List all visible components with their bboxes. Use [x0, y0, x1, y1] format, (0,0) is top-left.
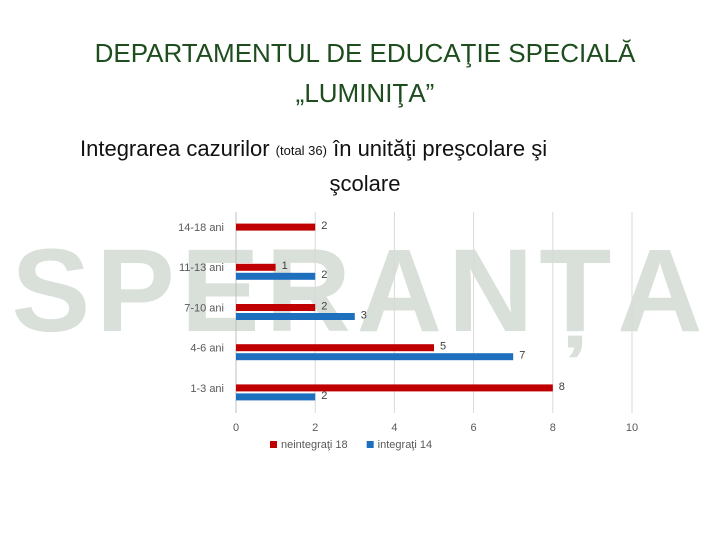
bar: [236, 393, 316, 401]
legend-label: integraţi 14: [378, 439, 432, 451]
x-tick-label: 10: [626, 422, 638, 434]
value-label: 1: [282, 260, 288, 272]
value-label: 5: [440, 341, 446, 353]
value-label: 2: [321, 390, 327, 402]
bar: [236, 353, 514, 361]
bar: [236, 272, 316, 280]
x-tick-label: 4: [391, 422, 397, 434]
y-tick-label: 14-18 ani: [178, 222, 224, 234]
x-tick-label: 6: [471, 422, 477, 434]
title-line: „LUMINIŢA”: [296, 78, 435, 108]
title-line: DEPARTAMENTUL DE EDUCAŢIE SPECIALĂ: [95, 38, 636, 68]
y-tick-label: 7-10 ani: [184, 302, 224, 314]
bar: [236, 313, 355, 320]
subtitle-part: (total 36): [276, 143, 327, 158]
legend-swatch: [366, 441, 374, 448]
y-tick-label: 4-6 ani: [190, 343, 224, 355]
legend-swatch: [270, 441, 277, 448]
bar: [236, 384, 553, 392]
bar: [236, 344, 434, 352]
value-label: 2: [321, 300, 327, 312]
bar: [236, 223, 316, 231]
value-label: 2: [321, 220, 327, 232]
watermark: SPERANȚA: [11, 225, 708, 358]
y-tick-label: 1-3 ani: [190, 383, 224, 395]
bar: [236, 304, 316, 311]
value-label: 2: [321, 269, 327, 281]
value-label: 3: [361, 309, 367, 321]
subtitle-part: şcolare: [330, 171, 401, 196]
y-tick-label: 11-13 ani: [179, 262, 224, 274]
x-tick-label: 8: [550, 422, 556, 434]
legend-label: neintegraţi 18: [281, 439, 348, 451]
x-tick-label: 2: [312, 422, 318, 434]
subtitle-part: Integrarea cazurilor: [80, 136, 270, 161]
value-label: 7: [519, 350, 525, 362]
subtitle: Integrarea cazurilor (total 36) în unită…: [80, 136, 547, 163]
bar: [236, 263, 276, 271]
value-label: 8: [559, 381, 565, 393]
x-tick-label: 0: [233, 422, 239, 434]
subtitle-part: în unităţi preşcolare şi: [332, 136, 547, 161]
